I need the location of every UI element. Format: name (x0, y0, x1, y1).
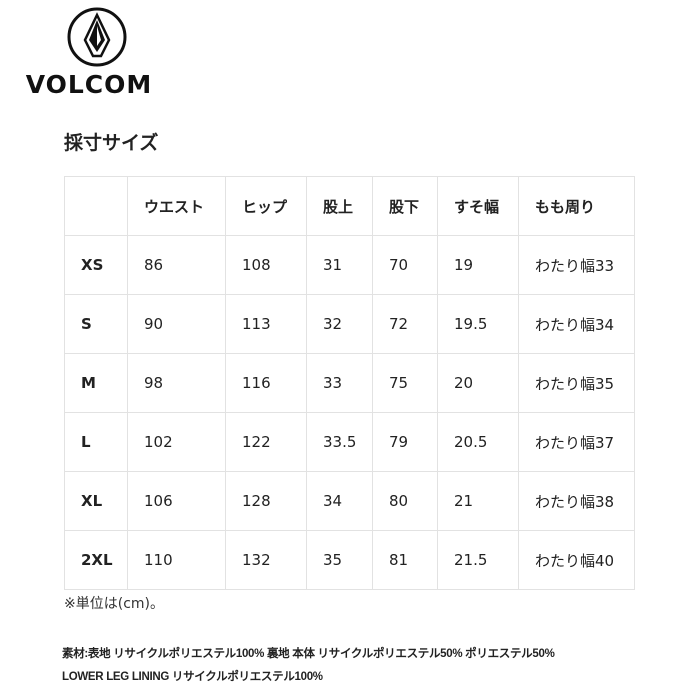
table-row: 2XL 110 132 35 81 21.5 わたり幅40 (64, 530, 635, 590)
table-cell: 122 (225, 412, 307, 472)
page-title: 採寸サイズ (64, 132, 159, 154)
table-cell: 80 (372, 471, 438, 531)
table-row: M 98 116 33 75 20 わたり幅35 (64, 353, 635, 413)
table-cell: 19.5 (437, 294, 519, 354)
column-header: 股上 (306, 176, 373, 236)
table-cell: 128 (225, 471, 307, 531)
table-cell: 106 (127, 471, 226, 531)
table-cell: わたり幅35 (518, 353, 635, 413)
table-cell: 86 (127, 235, 226, 295)
table-cell: わたり幅40 (518, 530, 635, 590)
table-cell: 70 (372, 235, 438, 295)
table-cell: 33 (306, 353, 373, 413)
material-line: LOWER LEG LINING リサイクルポリエステル100% (62, 671, 323, 683)
column-header (64, 176, 128, 236)
table-row: L 102 122 33.5 79 20.5 わたり幅37 (64, 412, 635, 472)
table-cell: 32 (306, 294, 373, 354)
size-label: XS (64, 235, 128, 295)
table-cell: 20 (437, 353, 519, 413)
table-cell: わたり幅38 (518, 471, 635, 531)
table-cell: 108 (225, 235, 307, 295)
column-header: ヒップ (225, 176, 307, 236)
table-cell: 110 (127, 530, 226, 590)
size-label: M (64, 353, 128, 413)
table-cell: 116 (225, 353, 307, 413)
volcom-stone-icon (67, 7, 127, 67)
table-cell: わたり幅33 (518, 235, 635, 295)
size-label: L (64, 412, 128, 472)
table-cell: 21.5 (437, 530, 519, 590)
table-cell: 34 (306, 471, 373, 531)
table-cell: 132 (225, 530, 307, 590)
column-header: 股下 (372, 176, 438, 236)
table-cell: わたり幅34 (518, 294, 635, 354)
table-cell: 90 (127, 294, 226, 354)
table-cell: 79 (372, 412, 438, 472)
size-label: S (64, 294, 128, 354)
table-cell: 102 (127, 412, 226, 472)
table-row: S 90 113 32 72 19.5 わたり幅34 (64, 294, 635, 354)
table-row: XS 86 108 31 70 19 わたり幅33 (64, 235, 635, 295)
table-cell: 20.5 (437, 412, 519, 472)
table-cell: 33.5 (306, 412, 373, 472)
table-cell: 19 (437, 235, 519, 295)
column-header: ウエスト (127, 176, 226, 236)
column-header: もも周り (518, 176, 635, 236)
material-info: 素材:表地 リサイクルポリエステル100% 裏地 本体 リサイクルポリエステル5… (62, 643, 555, 689)
table-cell: 35 (306, 530, 373, 590)
table-cell: 31 (306, 235, 373, 295)
table-cell: わたり幅37 (518, 412, 635, 472)
size-label: XL (64, 471, 128, 531)
size-label: 2XL (64, 530, 128, 590)
table-cell: 75 (372, 353, 438, 413)
table-cell: 113 (225, 294, 307, 354)
unit-note: ※単位は(cm)。 (64, 596, 164, 612)
column-header: すそ幅 (437, 176, 519, 236)
table-cell: 98 (127, 353, 226, 413)
size-table: ウエスト ヒップ 股上 股下 すそ幅 もも周り XS 86 108 31 70 19 わたり幅33 S 9… (64, 176, 635, 590)
table-row: XL 106 128 34 80 21 わたり幅38 (64, 471, 635, 531)
brand-wordmark: VOLCOM (25, 70, 153, 99)
volcom-logo: VOLCOM (14, 6, 164, 99)
table-cell: 21 (437, 471, 519, 531)
material-line: 素材:表地 リサイクルポリエステル100% 裏地 本体 リサイクルポリエステル5… (62, 648, 555, 660)
table-header-row: ウエスト ヒップ 股上 股下 すそ幅 もも周り (64, 176, 635, 236)
table-cell: 72 (372, 294, 438, 354)
table-cell: 81 (372, 530, 438, 590)
